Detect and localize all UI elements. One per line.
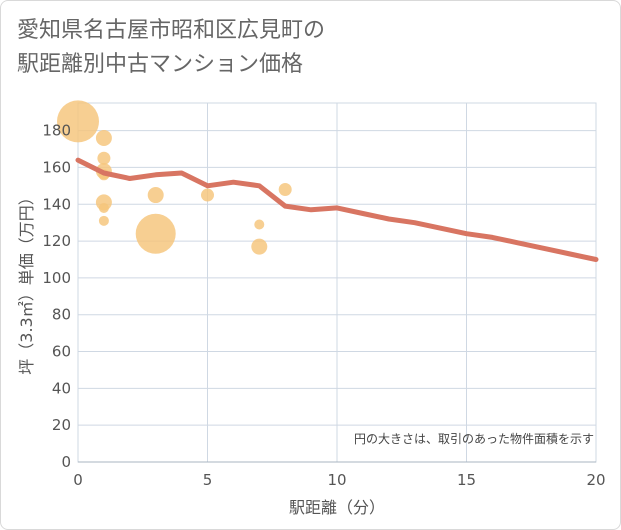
y-tick-label: 160 bbox=[42, 158, 71, 176]
bubble-point bbox=[135, 213, 176, 254]
x-tick-label: 5 bbox=[203, 471, 213, 489]
bubble-point bbox=[98, 215, 109, 226]
bubble-point bbox=[95, 129, 112, 146]
bubble-point bbox=[57, 100, 99, 143]
bubble-point bbox=[97, 151, 111, 165]
bubble-point bbox=[201, 188, 214, 202]
y-axis-label: 坪（3.3㎡）単価（万円） bbox=[17, 189, 36, 374]
y-tick-label: 80 bbox=[52, 306, 71, 324]
y-tick-labels: 0 20 40 60 80 100 120 140 160 180 bbox=[42, 122, 71, 471]
x-axis-label: 駅距離（分） bbox=[289, 498, 385, 517]
chart-title: 愛知県名古屋市昭和区広見町の 駅距離別中古マンション価格 bbox=[17, 14, 607, 82]
bubble-series bbox=[57, 100, 292, 255]
y-tick-label: 120 bbox=[42, 232, 71, 250]
bubble-point bbox=[254, 219, 265, 230]
trend-series bbox=[75, 157, 599, 262]
x-tick-label: 15 bbox=[457, 471, 476, 489]
grid-lines bbox=[78, 103, 596, 463]
x-tick-label: 10 bbox=[327, 471, 346, 489]
y-tick-label: 180 bbox=[42, 122, 71, 140]
size-note: 円の大きさは、取引のあった物件面積を示す bbox=[354, 431, 594, 446]
chart-title-line-1: 愛知県名古屋市昭和区広見町の bbox=[17, 18, 326, 43]
trend-line bbox=[75, 157, 599, 262]
bubble-point bbox=[278, 183, 292, 197]
y-tick-label: 100 bbox=[42, 269, 71, 287]
y-tick-label: 0 bbox=[61, 453, 71, 471]
x-tick-label: 20 bbox=[586, 471, 605, 489]
x-tick-labels: 0 5 10 15 20 bbox=[73, 471, 605, 489]
y-tick-label: 140 bbox=[42, 195, 71, 213]
x-tick-label: 0 bbox=[73, 471, 83, 489]
bubble-point bbox=[147, 187, 164, 204]
y-tick-label: 60 bbox=[52, 343, 71, 361]
bubble-point bbox=[98, 202, 109, 213]
y-tick-label: 20 bbox=[52, 416, 71, 434]
y-tick-label: 40 bbox=[52, 379, 71, 397]
chart-title-line-2: 駅距離別中古マンション価格 bbox=[17, 52, 304, 77]
bubble-point bbox=[251, 238, 268, 255]
